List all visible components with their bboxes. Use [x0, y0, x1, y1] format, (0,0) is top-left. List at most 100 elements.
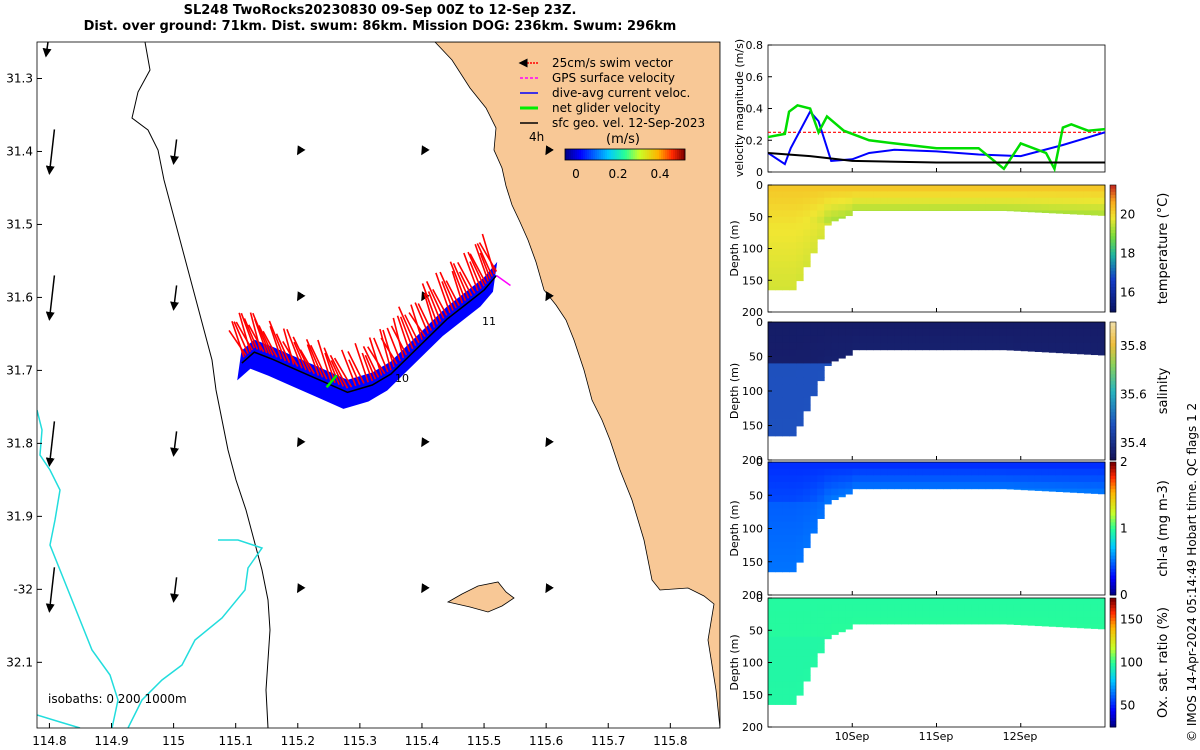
section-cell: [957, 462, 966, 470]
section-cell: [796, 191, 804, 199]
section-cell: [810, 210, 818, 218]
section-cell: [810, 604, 818, 612]
section-cell: [950, 488, 959, 490]
section-cell: [1062, 191, 1071, 199]
section-cell: [789, 668, 797, 676]
section-cell: [950, 475, 959, 483]
section-cell: [1027, 197, 1036, 205]
cbar-tick-2: 0.4: [650, 167, 669, 181]
map-colorbar-cell: [639, 149, 642, 160]
section-cell: [915, 475, 923, 483]
section-cell: [1020, 623, 1029, 626]
map-ytick-label: 31.7: [6, 363, 33, 377]
section-cell: [789, 636, 797, 644]
section-cell: [810, 356, 818, 364]
section-cell: [1013, 488, 1022, 490]
section-cell: [789, 363, 797, 371]
swim-vector: [231, 321, 245, 358]
section-cell: [775, 342, 783, 351]
swim-vector: [348, 359, 361, 385]
section-cell: [803, 322, 811, 330]
section-cell: [873, 617, 881, 625]
geo-vector: [170, 577, 179, 603]
section-cell: [908, 481, 916, 490]
section-cell: [1076, 185, 1085, 192]
section-cell: [1041, 197, 1050, 205]
section-cell: [803, 261, 811, 268]
section-cell: [922, 468, 930, 476]
section-cell: [866, 623, 874, 625]
section-cell: [915, 488, 923, 490]
section-cell: [873, 342, 881, 351]
section-cell: [1041, 185, 1050, 192]
section-cell: [1027, 481, 1036, 490]
section-cell: [922, 185, 930, 192]
section-cell: [796, 363, 804, 371]
section-cell: [782, 630, 790, 638]
section-cell: [817, 363, 825, 371]
section-cell: [985, 617, 994, 625]
section-cell: [1006, 328, 1015, 337]
section-cell: [768, 267, 776, 275]
section-cell: [1076, 322, 1085, 330]
section-colorbar-cell: [1110, 701, 1116, 705]
section-cell: [803, 197, 811, 205]
section-cell: [999, 191, 1008, 199]
section-cell: [1006, 204, 1015, 211]
section-cell: [943, 462, 952, 470]
geo-vector: [170, 285, 179, 311]
section-cell: [796, 370, 804, 378]
velocity-panel[interactable]: 00.20.40.60.8 velocity magnitude (m/s): [733, 39, 1106, 179]
track-line: [241, 275, 498, 394]
section-cell: [1090, 185, 1099, 192]
section-cell: [1055, 610, 1064, 618]
map-panel[interactable]: 11 10 114.8 114.9 115 115.1 115.2 115.3 115.4 1…: [6, 41, 721, 748]
section-cell: [894, 462, 902, 470]
section-cell: [796, 656, 804, 663]
section-ytick-label: 50: [749, 351, 763, 364]
section-cell: [838, 598, 846, 605]
section-colorbar-cell: [1110, 575, 1116, 579]
section-cell: [1090, 197, 1099, 205]
map-colorbar-cell: [643, 149, 646, 160]
section-cell: [1041, 475, 1050, 483]
section-cell: [859, 185, 867, 192]
section-cell: [1034, 598, 1043, 605]
section-cell: [782, 598, 790, 605]
section-cell: [789, 598, 797, 605]
map-xtick-label: 115.4: [405, 734, 439, 748]
section-cell: [796, 681, 804, 689]
map-colorbar-cell: [585, 149, 588, 160]
section-colorbar-cell: [1110, 528, 1116, 533]
section-cell: [1013, 598, 1022, 605]
swim-vector: [399, 316, 414, 350]
section-cell: [775, 248, 783, 256]
section-cell: [817, 508, 825, 516]
section-cell: [999, 328, 1008, 337]
section-cell: [803, 462, 811, 470]
section-cell: [943, 617, 952, 625]
section-cell: [810, 349, 818, 357]
section-cell: [1083, 462, 1092, 470]
section-cell: [768, 630, 776, 638]
cbar-tick-0: 0: [572, 167, 580, 181]
section-ytick-label: 0: [756, 316, 763, 329]
section-cell: [1027, 617, 1036, 625]
section-cell: [999, 322, 1008, 330]
section-ytick-label: 200: [742, 306, 763, 319]
section-colorbar-cell: [1110, 598, 1116, 602]
section-cell: [824, 488, 832, 496]
section-cell: [782, 349, 790, 357]
section-cell: [789, 681, 797, 689]
section-cell: [915, 335, 923, 344]
section-cell: [852, 197, 860, 205]
section-cell: [789, 267, 797, 275]
section-cell: [887, 335, 895, 344]
section-colorbar-cell: [1110, 505, 1116, 510]
section-cell: [810, 617, 818, 625]
section-cell: [922, 617, 930, 625]
section-cell: [880, 204, 888, 211]
section-cell: [775, 210, 783, 218]
section-cell: [775, 515, 783, 523]
